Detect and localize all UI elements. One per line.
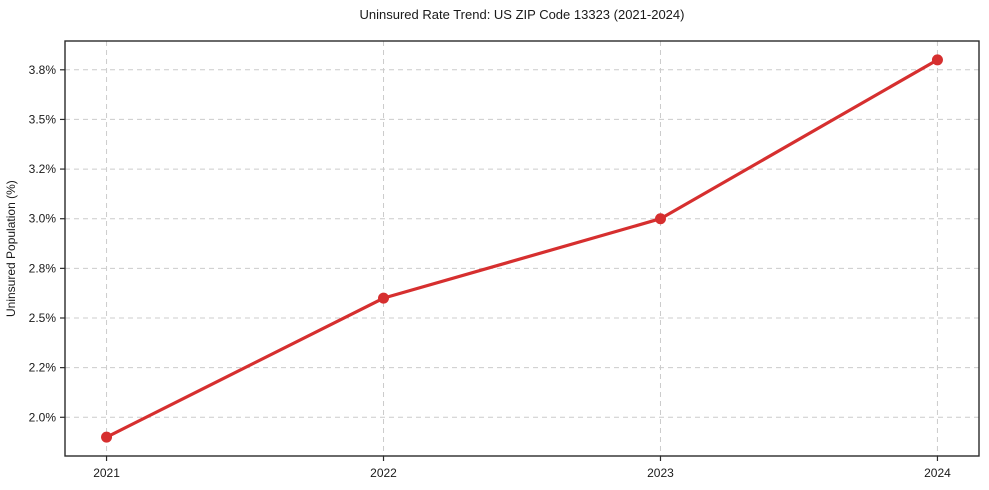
x-tick-label: 2023 [647, 466, 674, 480]
chart-title: Uninsured Rate Trend: US ZIP Code 13323 … [359, 7, 685, 22]
y-tick-label: 3.2% [29, 162, 57, 176]
y-tick-label: 2.5% [29, 311, 57, 325]
y-tick-label: 2.2% [29, 361, 57, 375]
y-tick-label: 3.0% [29, 212, 57, 226]
y-tick-label: 2.8% [29, 261, 57, 275]
trend-line [104, 58, 940, 439]
data-point-marker [378, 292, 390, 304]
data-point-marker [101, 431, 113, 443]
plot-border [64, 40, 980, 457]
data-point-marker [654, 213, 666, 225]
x-tick-label: 2024 [924, 466, 951, 480]
y-tick-label: 2.0% [29, 410, 57, 424]
y-tick-label: 3.8% [29, 63, 57, 77]
data-point-marker [931, 54, 943, 66]
y-tick-label: 3.5% [29, 112, 57, 126]
x-tick-label: 2021 [93, 466, 120, 480]
x-tick-label: 2022 [370, 466, 397, 480]
